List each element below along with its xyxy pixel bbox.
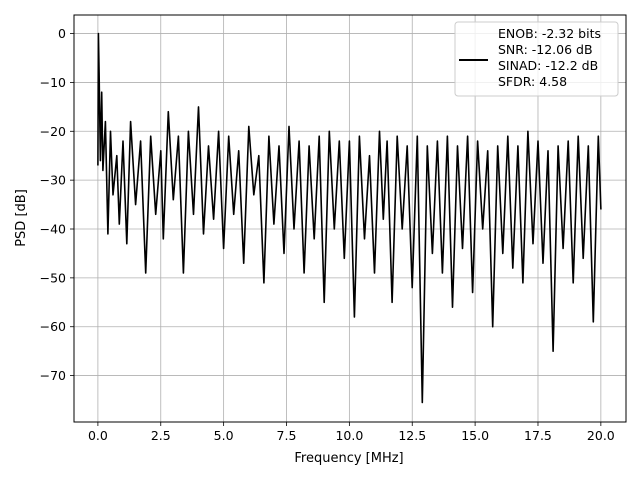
x-tick-label: 5.0 (214, 428, 234, 443)
series-group (97, 32, 602, 404)
x-tick-label: 7.5 (277, 428, 297, 443)
legend-enob: ENOB: -2.32 bits (498, 26, 601, 41)
x-axis-ticks: 0.0 2.5 5.0 7.5 10.0 12.5 15.0 17.5 20.0 (88, 422, 615, 443)
x-tick-label: 10.0 (335, 428, 363, 443)
y-tick-label: −30 (40, 173, 66, 188)
x-tick-label: 12.5 (398, 428, 426, 443)
y-tick-label: −50 (40, 270, 66, 285)
psd-series-line (97, 32, 602, 404)
x-tick-label: 15.0 (461, 428, 489, 443)
x-tick-label: 17.5 (524, 428, 552, 443)
x-tick-label: 2.5 (151, 428, 171, 443)
legend-box (454, 21, 619, 97)
y-axis-label: PSD [dB] (14, 189, 29, 247)
legend-sinad: SINAD: -12.2 dB (498, 58, 598, 73)
y-tick-label: −60 (40, 319, 66, 334)
legend-snr: SNR: -12.06 dB (498, 42, 593, 57)
x-tick-label: 0.0 (88, 428, 108, 443)
y-tick-label: 0 (58, 26, 66, 41)
y-tick-label: −70 (40, 368, 66, 383)
x-tick-label: 20.0 (587, 428, 615, 443)
legend: ENOB: -2.32 bits SNR: -12.06 dB SINAD: -… (454, 21, 619, 97)
plot-frame (73, 14, 627, 423)
y-axis-ticks: 0 −10 −20 −30 −40 −50 −60 −70 (40, 26, 74, 383)
legend-sfdr: SFDR: 4.58 (498, 74, 567, 89)
y-tick-label: −40 (40, 222, 66, 237)
y-tick-label: −20 (40, 124, 66, 139)
x-axis-label: Frequency [MHz] (294, 451, 403, 466)
y-tick-label: −10 (40, 75, 66, 90)
